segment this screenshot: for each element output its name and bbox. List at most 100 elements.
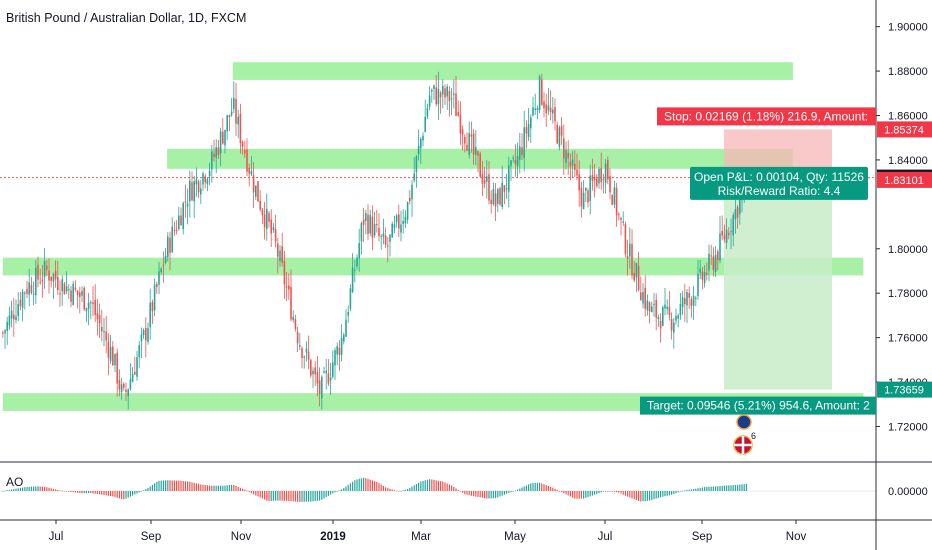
candle-body: [558, 127, 561, 147]
ao-bar: [708, 486, 710, 491]
candle-body: [653, 304, 655, 306]
ao-bar: [622, 491, 624, 495]
ao-bar: [532, 483, 534, 491]
candle-body: [615, 187, 618, 216]
candle-body: [285, 286, 288, 288]
candle-body: [662, 306, 664, 326]
candle-body: [325, 370, 328, 374]
ao-bar: [453, 486, 455, 491]
ao-bar: [743, 484, 745, 491]
ao-bar: [105, 491, 107, 496]
candle-body: [574, 163, 576, 170]
ao-bar: [380, 484, 382, 491]
candle-body: [180, 215, 182, 226]
candle-body: [252, 175, 255, 193]
ao-bar: [187, 481, 189, 491]
ao-bar: [121, 491, 123, 500]
ao-bar: [477, 491, 479, 497]
candle-body: [74, 287, 77, 290]
candle-body: [197, 181, 200, 193]
ao-bar: [726, 485, 728, 491]
candle-body: [666, 306, 669, 309]
candle-body: [378, 227, 380, 237]
candle-body: [728, 232, 730, 236]
candle-body: [538, 76, 541, 111]
candle-body: [376, 223, 378, 226]
ao-bar: [385, 487, 387, 491]
candle-body: [633, 273, 636, 281]
candle-body: [237, 116, 240, 125]
ao-bar: [316, 491, 319, 501]
candle-body: [316, 372, 319, 384]
candle-body: [305, 348, 308, 353]
candle-body: [15, 316, 17, 320]
candle-body: [701, 271, 704, 280]
ao-bar: [486, 491, 488, 499]
ao-bar: [655, 491, 657, 499]
candle-body: [721, 230, 724, 236]
ao-bar: [649, 491, 651, 501]
zone-0: [232, 62, 793, 80]
ao-bar: [594, 491, 596, 495]
target-zone: [724, 179, 832, 390]
candle-body: [611, 195, 614, 205]
ao-bar: [739, 484, 741, 491]
candle-body: [466, 144, 468, 151]
candle-body: [690, 299, 693, 306]
ao-bar: [70, 491, 72, 492]
ao-bar: [118, 491, 121, 499]
ao-bar: [72, 491, 74, 493]
candle-body: [563, 138, 565, 159]
ao-bar: [11, 489, 13, 491]
ao-bar: [288, 491, 290, 501]
ao-bar: [543, 484, 545, 491]
ao-bar: [596, 491, 598, 494]
candle-body: [118, 379, 121, 390]
candle-body: [37, 264, 39, 280]
ao-bar: [341, 489, 343, 491]
candle-body: [657, 316, 660, 320]
ao-bar: [354, 480, 356, 491]
ao-bar: [365, 478, 367, 491]
candle-body: [497, 189, 499, 204]
candle-body: [431, 89, 433, 92]
candle-body: [725, 229, 728, 243]
candle-body: [670, 319, 673, 331]
candle-body: [52, 274, 55, 282]
ao-bar: [330, 491, 332, 495]
candle-body: [114, 354, 116, 366]
candle-body: [459, 114, 462, 134]
candle-body: [640, 292, 642, 301]
candle-body: [79, 292, 81, 297]
ao-bar: [61, 490, 63, 492]
candle-body: [626, 256, 629, 259]
candle-body: [673, 322, 675, 333]
ao-bar: [378, 483, 380, 491]
pnl-label-line2: Risk/Reward Ratio: 4.4: [718, 184, 841, 198]
candle-body: [41, 280, 44, 282]
ao-bar: [57, 489, 59, 491]
ao-bar: [435, 480, 437, 491]
ao-bar: [567, 491, 569, 496]
ao-bar: [270, 491, 272, 501]
ao-bar: [534, 482, 536, 491]
ao-bar: [319, 491, 321, 501]
ao-bar: [657, 491, 660, 498]
price-tag-bg: [877, 381, 932, 398]
ao-bar: [303, 491, 305, 502]
candle-body: [283, 260, 286, 285]
ao-bar: [143, 490, 145, 491]
candle-body: [288, 285, 290, 290]
candle-body: [521, 147, 523, 156]
ao-bar: [576, 491, 578, 499]
candle-body: [547, 105, 550, 111]
ao-bar: [422, 480, 424, 491]
ao-bar: [33, 486, 35, 491]
candle-body: [246, 149, 248, 172]
ao-bar: [74, 491, 77, 493]
candle-body: [90, 302, 92, 304]
candle-body: [365, 213, 367, 221]
candle-body: [105, 331, 108, 341]
